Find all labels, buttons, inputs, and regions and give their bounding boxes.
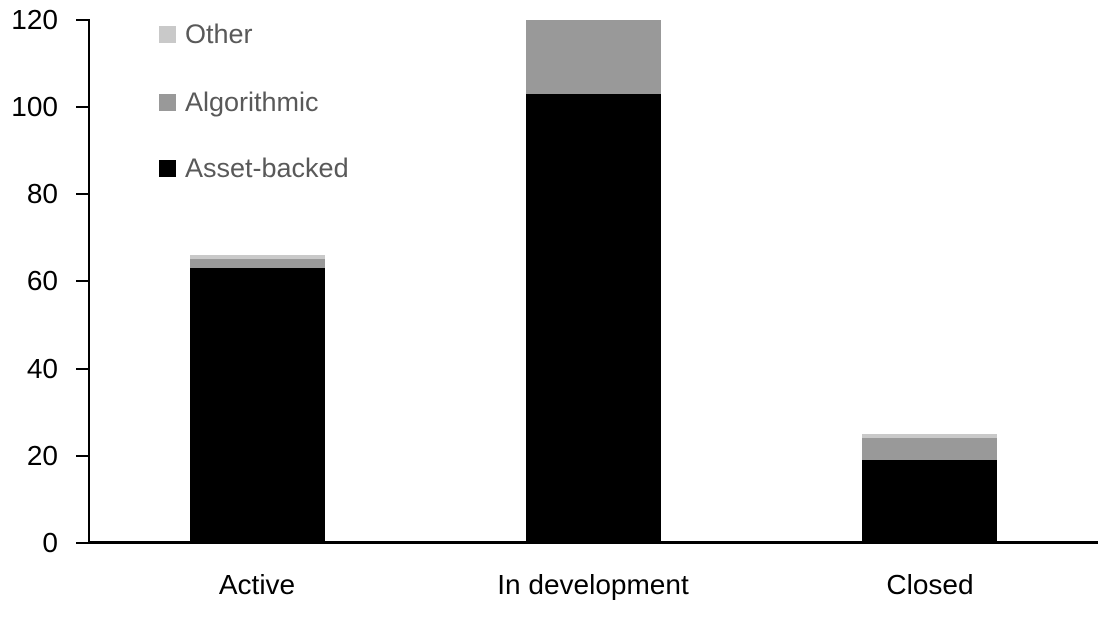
- legend-swatch-other: [159, 25, 176, 43]
- bar-segment-other-closed: [862, 433, 998, 439]
- y-tick-label: 60: [26, 265, 58, 297]
- y-tick-mark: [76, 454, 89, 457]
- bar-segment-asset-backed-active: [189, 268, 325, 543]
- bar-segment-algorithmic-in-development: [526, 19, 661, 94]
- bar-segment-algorithmic-active: [189, 259, 325, 269]
- bar-segment-algorithmic-closed: [862, 438, 998, 461]
- category-label-active: Active: [218, 569, 296, 600]
- y-tick-mark: [76, 105, 89, 108]
- y-tick-label: 80: [26, 178, 58, 209]
- legend-item-algorithmic: Algorithmic: [159, 87, 349, 117]
- legend-label-asset-backed: Asset-backed: [185, 153, 349, 183]
- legend-label-algorithmic: Algorithmic: [185, 87, 319, 117]
- legend-swatch-algorithmic: [159, 93, 176, 111]
- y-tick-label: 100: [11, 90, 58, 122]
- y-axis-line: [88, 19, 90, 544]
- legend-swatch-asset-backed: [159, 159, 176, 177]
- y-tick-mark: [76, 367, 89, 370]
- legend-item-asset-backed: Asset-backed: [159, 153, 349, 183]
- legend-item-other: Other: [159, 19, 349, 49]
- legend-label-other: Other: [185, 19, 253, 49]
- category-label-closed: Closed: [886, 569, 974, 600]
- legend: Other Algorithmic Asset-backed: [159, 19, 349, 226]
- y-tick-label: 20: [26, 439, 58, 471]
- bar-segment-other-active: [189, 255, 325, 260]
- y-tick-mark: [76, 280, 89, 283]
- y-tick-label: 40: [26, 352, 58, 384]
- category-label-in-development: In development: [497, 569, 689, 600]
- y-tick-mark: [76, 18, 89, 21]
- y-tick-mark: [76, 542, 89, 544]
- y-tick-label: 0: [42, 527, 58, 558]
- y-tick-mark: [76, 193, 89, 195]
- bar-segment-asset-backed-in-development: [526, 93, 661, 543]
- bar-segment-asset-backed-closed: [862, 460, 998, 543]
- y-tick-label: 120: [11, 3, 58, 35]
